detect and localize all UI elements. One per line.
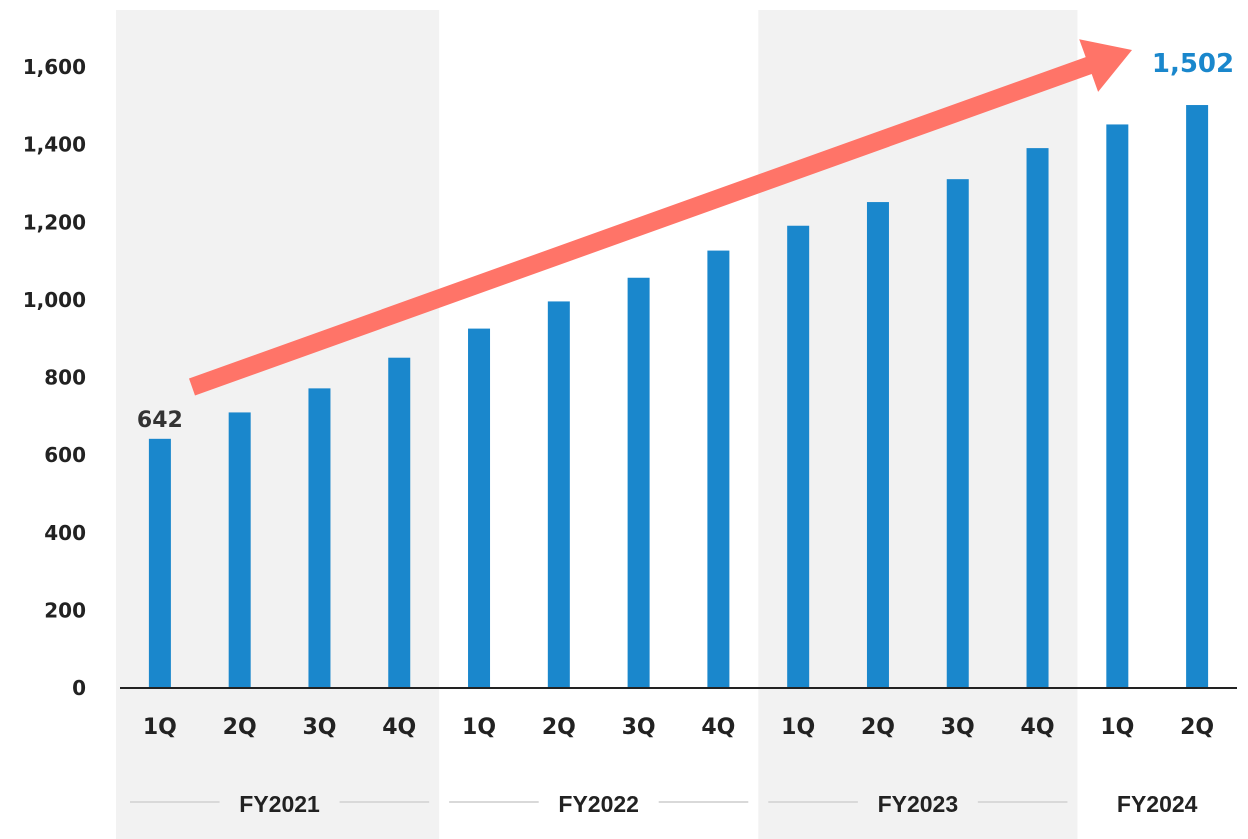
bar bbox=[468, 328, 491, 688]
x-tick-label: 4Q bbox=[1021, 715, 1055, 740]
x-tick-label: 1Q bbox=[143, 715, 177, 740]
bar bbox=[866, 202, 889, 688]
bar bbox=[547, 301, 570, 688]
bar bbox=[787, 225, 810, 689]
first-value-label: 642 bbox=[137, 408, 183, 433]
x-tick-label: 1Q bbox=[462, 715, 496, 740]
x-tick-label: 2Q bbox=[542, 715, 576, 740]
bar bbox=[1106, 124, 1129, 688]
y-tick-label: 1,000 bbox=[23, 288, 86, 312]
bar bbox=[308, 388, 331, 688]
bar bbox=[1026, 148, 1049, 689]
x-tick-label: 1Q bbox=[781, 715, 815, 740]
bar bbox=[1186, 105, 1209, 688]
x-tick-label: 3Q bbox=[941, 715, 975, 740]
fiscal-year-labels: FY2021 FY2022 FY2023 FY2024 bbox=[130, 791, 1198, 817]
x-tick-label: 4Q bbox=[701, 715, 735, 740]
y-tick-label: 200 bbox=[44, 598, 86, 622]
year-bands bbox=[116, 10, 1078, 839]
y-axis-ticks: 0 200 400 600 800 1,000 1,200 1,400 1,600 bbox=[23, 55, 86, 700]
fiscal-year-label: FY2021 bbox=[239, 791, 320, 817]
y-tick-label: 0 bbox=[72, 676, 86, 700]
trend-arrow bbox=[189, 39, 1132, 396]
x-tick-label: 1Q bbox=[1100, 715, 1134, 740]
x-tick-label: 2Q bbox=[223, 715, 257, 740]
y-tick-label: 600 bbox=[44, 443, 86, 467]
y-tick-label: 1,400 bbox=[23, 133, 86, 157]
bar bbox=[228, 412, 251, 688]
x-tick-label: 3Q bbox=[622, 715, 656, 740]
bar bbox=[388, 357, 411, 688]
fiscal-year-label: FY2024 bbox=[1117, 791, 1198, 817]
fiscal-year-label: FY2023 bbox=[878, 791, 959, 817]
x-axis-categories: 1Q 2Q 3Q 4Q 1Q 2Q 3Q 4Q 1Q 2Q 3Q 4Q 1Q 2Q bbox=[143, 715, 1214, 740]
bar bbox=[707, 250, 730, 688]
y-tick-label: 1,200 bbox=[23, 210, 86, 234]
year-band bbox=[116, 10, 440, 839]
last-value-label: 1,502 bbox=[1152, 49, 1234, 79]
year-band bbox=[758, 10, 1078, 839]
x-tick-label: 3Q bbox=[302, 715, 336, 740]
bars bbox=[148, 105, 1209, 689]
fiscal-year-label: FY2022 bbox=[558, 791, 639, 817]
x-tick-label: 4Q bbox=[382, 715, 416, 740]
y-tick-label: 400 bbox=[44, 521, 86, 545]
x-tick-label: 2Q bbox=[861, 715, 895, 740]
bar bbox=[946, 179, 969, 688]
y-tick-label: 800 bbox=[44, 366, 86, 390]
bar bbox=[627, 277, 650, 688]
y-tick-label: 1,600 bbox=[23, 55, 86, 79]
x-tick-label: 2Q bbox=[1180, 715, 1214, 740]
bar bbox=[148, 438, 171, 688]
